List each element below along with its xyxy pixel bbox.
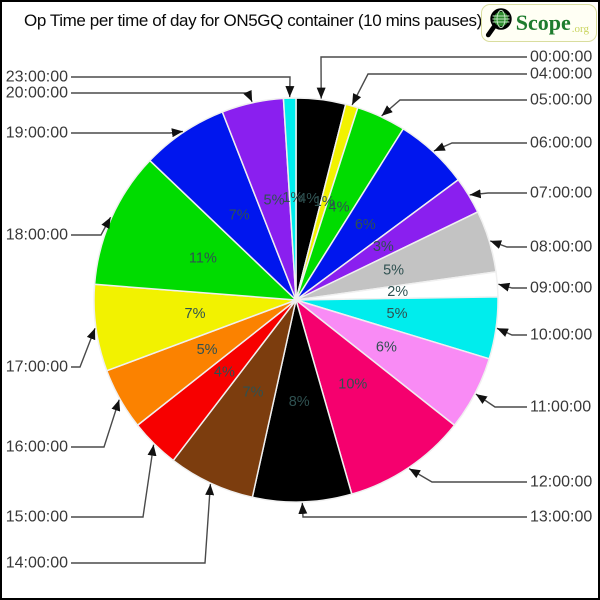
qscope-logo[interactable]: Scope .org — [480, 4, 597, 42]
logo-tld: .org — [571, 23, 589, 35]
pct-label-13:00:00: 8% — [289, 394, 310, 410]
pie-slice-12:00:00 — [295, 299, 456, 495]
pct-label-23:00:00: 1% — [282, 190, 303, 206]
callout-line-05:00:00 — [381, 99, 527, 117]
callout-line-10:00:00 — [496, 327, 527, 337]
callout-line-04:00:00 — [351, 73, 527, 106]
callout-line-15:00:00 — [71, 444, 157, 518]
time-label-23:00:00: 23:00:00 — [6, 69, 68, 86]
time-label-11:00:00: 11:00:00 — [530, 399, 591, 416]
magnifier-globe-icon — [485, 8, 512, 38]
pct-label-20:00:00: 5% — [264, 192, 285, 208]
time-label-00:00:00: 00:00:00 — [530, 49, 592, 66]
pct-label-00:00:00: 4% — [298, 191, 319, 207]
pie-slice-18:00:00 — [93, 159, 297, 301]
callout-line-08:00:00 — [489, 240, 527, 249]
pie-slice-23:00:00 — [282, 97, 297, 301]
chart-title: Op Time per time of day for ON5GQ contai… — [24, 11, 487, 30]
pct-label-12:00:00: 10% — [338, 377, 367, 393]
time-label-18:00:00: 18:00:00 — [6, 227, 68, 244]
pct-label-07:00:00: 3% — [373, 239, 394, 255]
time-label-13:00:00: 13:00:00 — [530, 509, 592, 526]
time-label-17:00:00: 17:00:00 — [6, 359, 68, 376]
callout-line-13:00:00 — [298, 502, 527, 518]
time-label-05:00:00: 05:00:00 — [530, 92, 592, 109]
time-label-08:00:00: 08:00:00 — [530, 239, 592, 256]
callout-line-19:00:00 — [71, 128, 183, 138]
pct-label-05:00:00: 4% — [329, 200, 350, 216]
pct-label-17:00:00: 7% — [185, 306, 206, 322]
time-label-10:00:00: 10:00:00 — [530, 327, 592, 344]
callout-line-00:00:00 — [316, 56, 527, 99]
time-label-12:00:00: 12:00:00 — [530, 474, 592, 491]
pie-slice-13:00:00 — [251, 299, 353, 503]
logo-wordmark: Scope — [515, 10, 571, 35]
time-label-04:00:00: 04:00:00 — [530, 66, 592, 83]
time-label-16:00:00: 16:00:00 — [6, 439, 68, 456]
pct-label-06:00:00: 6% — [355, 217, 376, 233]
pct-label-16:00:00: 5% — [197, 342, 218, 358]
time-label-06:00:00: 06:00:00 — [530, 135, 592, 152]
time-label-09:00:00: 09:00:00 — [530, 280, 592, 297]
callout-line-09:00:00 — [498, 282, 527, 292]
callout-line-06:00:00 — [433, 142, 527, 152]
pct-label-14:00:00: 7% — [243, 385, 264, 401]
callout-line-17:00:00 — [71, 328, 96, 368]
pct-label-18:00:00: 11% — [189, 250, 217, 266]
percent-labels: 4%1%4%6%3%5%2%5%6%10%8%7%4%5%7%11%7%5%1% — [185, 190, 409, 410]
callout-line-12:00:00 — [408, 467, 527, 483]
callout-line-16:00:00 — [71, 399, 121, 448]
pct-label-09:00:00: 2% — [387, 284, 408, 300]
pct-label-11:00:00: 6% — [376, 339, 397, 355]
callout-line-18:00:00 — [71, 216, 112, 236]
time-label-07:00:00: 07:00:00 — [530, 185, 592, 202]
time-label-15:00:00: 15:00:00 — [6, 509, 68, 526]
time-label-19:00:00: 19:00:00 — [6, 125, 68, 142]
callout-line-20:00:00 — [71, 89, 253, 103]
callout-line-07:00:00 — [469, 189, 527, 199]
callout-line-23:00:00 — [71, 76, 295, 98]
callout-lines — [71, 56, 527, 564]
pct-label-19:00:00: 7% — [229, 207, 250, 223]
time-label-20:00:00: 20:00:00 — [6, 85, 68, 102]
pct-label-04:00:00: 1% — [314, 194, 335, 210]
callout-line-14:00:00 — [71, 484, 215, 564]
time-label-14:00:00: 14:00:00 — [6, 555, 68, 572]
pie-slices — [93, 97, 499, 503]
pct-label-15:00:00: 4% — [214, 365, 235, 381]
pct-label-08:00:00: 5% — [383, 262, 404, 278]
pct-label-10:00:00: 5% — [387, 306, 408, 322]
callout-line-11:00:00 — [475, 393, 527, 408]
